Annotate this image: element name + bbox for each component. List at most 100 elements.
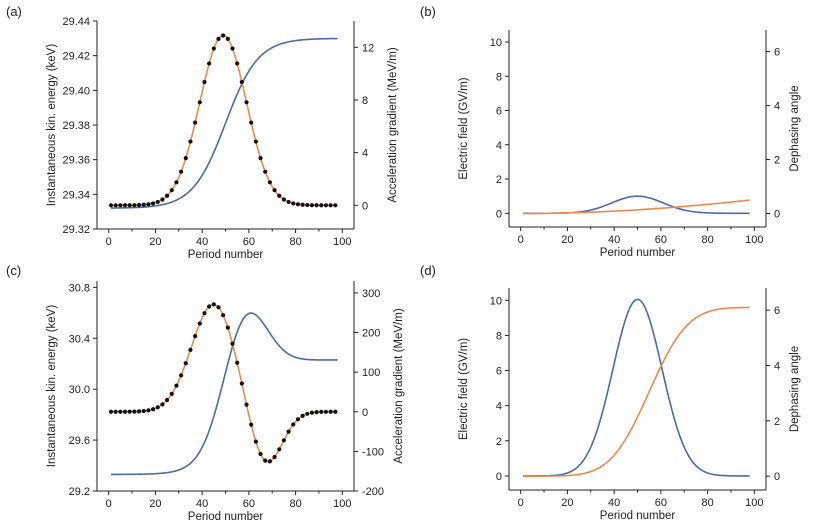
y-left-tick-label: 29.2 xyxy=(69,486,90,498)
y-axis-label-right: Dephasing angle xyxy=(789,85,801,171)
y-left-tick-label: 29.38 xyxy=(62,120,90,132)
data-point xyxy=(225,36,230,41)
data-point xyxy=(258,155,263,161)
data-point xyxy=(132,409,137,414)
y-axis-label-right: Dephasing angle xyxy=(789,346,801,432)
data-point xyxy=(141,202,146,207)
y-left-tick-label: 2 xyxy=(496,174,502,186)
data-point xyxy=(179,169,184,174)
data-point xyxy=(319,409,324,415)
y-left-tick-label: 30.4 xyxy=(69,333,90,345)
data-point xyxy=(197,100,202,105)
x-tick-label: 80 xyxy=(289,498,301,510)
x-tick-label: 40 xyxy=(196,236,208,248)
x-tick-label: 0 xyxy=(106,236,112,248)
data-point xyxy=(202,311,207,316)
series-line-orange xyxy=(111,303,338,463)
data-point xyxy=(113,203,118,208)
data-point xyxy=(328,203,333,208)
y-right-tick-label: 0 xyxy=(362,407,368,419)
data-point xyxy=(164,397,170,403)
data-point xyxy=(164,193,170,198)
y-right-tick-label: -100 xyxy=(362,446,384,458)
data-point xyxy=(188,139,193,144)
data-point xyxy=(188,347,193,352)
data-point xyxy=(319,203,324,208)
x-axis-label: Period number xyxy=(600,247,676,259)
data-point xyxy=(267,180,272,185)
y-axis-label-left: Electric field (GV/m) xyxy=(458,77,470,179)
data-point xyxy=(155,199,160,205)
y-left-tick-label: 29.42 xyxy=(62,51,90,63)
data-point xyxy=(211,302,216,307)
data-point xyxy=(230,341,235,346)
y-left-tick-label: 6 xyxy=(496,106,502,118)
x-tick-label: 20 xyxy=(561,234,573,246)
y-left-tick-label: 0 xyxy=(496,471,502,483)
y-right-tick-label: 2 xyxy=(774,416,780,428)
data-point xyxy=(249,120,254,125)
data-point xyxy=(309,410,315,415)
y-axis-label-left: Instantaneous kin. energy (keV) xyxy=(46,44,58,207)
data-point xyxy=(122,409,128,414)
series-line-blue xyxy=(523,195,750,215)
data-point xyxy=(263,169,268,174)
data-point xyxy=(272,188,277,193)
axes: 0 20 40 60 80 10029.3229.3429.3629.3829.4029.… xyxy=(62,16,374,248)
y-left-tick-label: 6 xyxy=(496,366,502,378)
y-left-tick-label: 29.40 xyxy=(62,85,90,97)
y-left-tick-label: 29.34 xyxy=(62,189,90,201)
data-point xyxy=(281,438,287,443)
data-point xyxy=(300,202,305,207)
data-point xyxy=(193,334,198,339)
data-point xyxy=(235,360,240,365)
series-line-orange xyxy=(523,306,750,477)
chart-panel-1: (a)0 20 40 60 80 10029.3229.3429.3629.3829.40… xyxy=(6,4,399,261)
y-axis-label-right: Acceleration gradient (MeV/m) xyxy=(393,308,405,463)
x-tick-label: 100 xyxy=(333,236,351,248)
data-point xyxy=(244,402,249,407)
data-point xyxy=(291,422,296,427)
axes: 0 20 40 60 80 100 29.2 29.6 30.0 30.4 30.8 -200 -100… xyxy=(69,281,384,510)
data-point xyxy=(169,188,174,193)
data-point xyxy=(300,413,305,418)
series-line-blue xyxy=(111,312,338,476)
data-point xyxy=(136,409,142,414)
series-line-orange xyxy=(523,199,750,215)
data-point xyxy=(150,201,156,206)
data-point xyxy=(141,408,146,414)
y-right-tick-label: -200 xyxy=(362,486,384,498)
data-point xyxy=(160,402,165,407)
series-line-blue xyxy=(111,37,338,209)
y-left-tick-label: 29.36 xyxy=(62,155,90,167)
data-point xyxy=(146,408,151,413)
x-tick-label: 60 xyxy=(655,234,667,246)
y-left-tick-label: 2 xyxy=(496,436,502,448)
data-point xyxy=(333,203,338,208)
data-point xyxy=(230,46,235,51)
data-point xyxy=(253,139,258,144)
x-tick-label: 0 xyxy=(518,497,524,509)
y-left-tick-label: 29.44 xyxy=(62,16,90,28)
data-point xyxy=(174,180,179,185)
data-point xyxy=(216,36,221,41)
y-right-tick-label: 2 xyxy=(774,155,780,167)
panel-label: (d) xyxy=(420,263,436,278)
y-right-tick-label: 100 xyxy=(362,367,380,379)
x-tick-label: 20 xyxy=(149,498,161,510)
y-right-tick-label: 300 xyxy=(362,288,380,300)
data-point xyxy=(207,304,212,309)
y-right-tick-label: 200 xyxy=(362,328,380,340)
data-point xyxy=(239,381,244,386)
series-line-orange xyxy=(111,34,338,207)
x-tick-label: 80 xyxy=(701,497,713,509)
data-point xyxy=(150,407,156,412)
y-left-tick-label: 8 xyxy=(496,330,502,342)
y-left-tick-label: 30.8 xyxy=(69,282,90,294)
y-axis-label-left: Instantaneous kin. energy (keV) xyxy=(46,305,58,468)
data-point xyxy=(136,202,142,208)
x-tick-label: 40 xyxy=(608,234,620,246)
